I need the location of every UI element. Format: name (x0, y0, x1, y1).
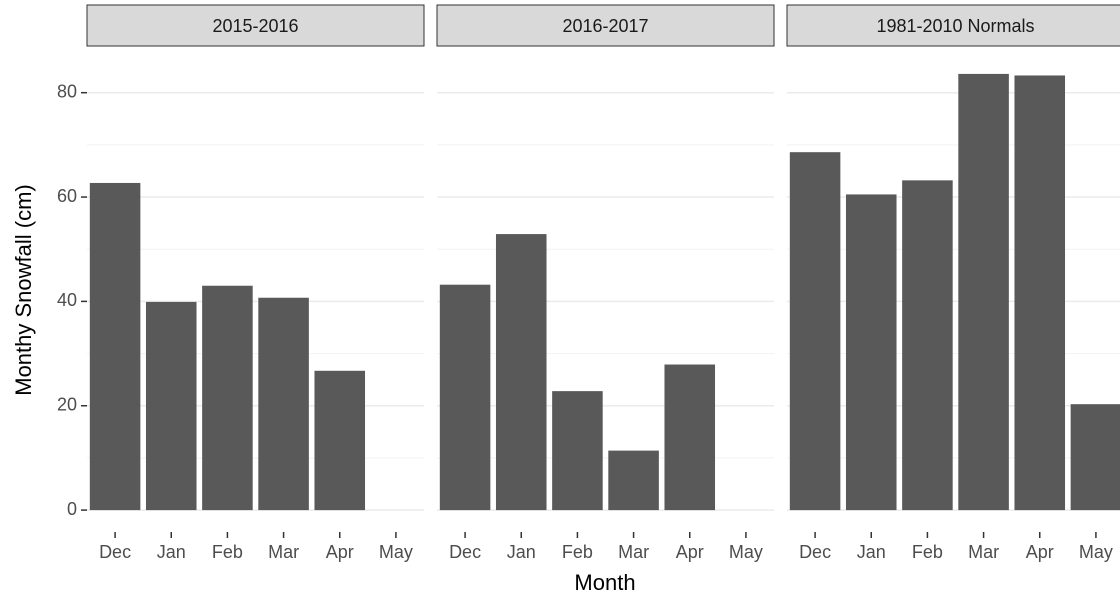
x-axis-label: Month (574, 570, 635, 595)
x-tick-label: Mar (618, 542, 649, 562)
bar (789, 152, 841, 511)
x-tick-label: Feb (912, 542, 943, 562)
x-tick-label: Jan (507, 542, 536, 562)
bar (314, 370, 366, 511)
x-tick-label: Jan (857, 542, 886, 562)
bar (258, 297, 309, 511)
x-tick-label: Mar (268, 542, 299, 562)
bar (202, 285, 253, 511)
bar (1070, 404, 1120, 511)
facet-title: 1981-2010 Normals (876, 16, 1034, 36)
y-tick-label: 60 (57, 186, 77, 206)
y-tick-label: 40 (57, 290, 77, 310)
bar (439, 284, 491, 511)
bar (145, 301, 197, 511)
facet-strip (786, 4, 1120, 47)
x-tick-label: Dec (99, 542, 131, 562)
x-tick-label: Apr (676, 542, 704, 562)
x-tick-label: Dec (449, 542, 481, 562)
y-tick-label: 0 (67, 499, 77, 519)
bar (958, 73, 1009, 511)
x-tick-label: May (379, 542, 413, 562)
y-tick-label: 80 (57, 81, 77, 101)
facet-strip (86, 4, 425, 47)
facet-title: 2015-2016 (212, 16, 298, 36)
x-tick-label: Feb (212, 542, 243, 562)
x-tick-label: May (729, 542, 763, 562)
x-tick-label: Dec (799, 542, 831, 562)
x-tick-label: Jan (157, 542, 186, 562)
x-tick-label: May (1079, 542, 1113, 562)
x-tick-label: Apr (1026, 542, 1054, 562)
bar (608, 450, 659, 511)
facet-strip (436, 4, 775, 47)
bar (89, 182, 141, 511)
bar (664, 364, 716, 511)
bar (495, 234, 547, 511)
bar (552, 391, 603, 511)
bar (902, 180, 953, 511)
x-tick-label: Feb (562, 542, 593, 562)
bar (845, 194, 897, 511)
y-axis-label: Monthy Snowfall (cm) (11, 184, 36, 396)
bar (1014, 75, 1066, 511)
x-tick-label: Mar (968, 542, 999, 562)
facet-title: 2016-2017 (562, 16, 648, 36)
y-tick-label: 20 (57, 394, 77, 414)
x-tick-label: Apr (326, 542, 354, 562)
